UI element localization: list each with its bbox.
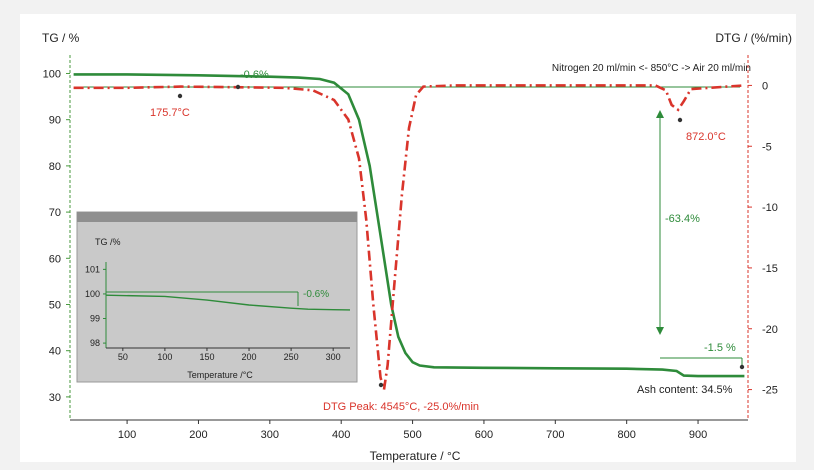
right-axis-title: DTG / (%/min) [715, 31, 792, 45]
right-tick-label: -10 [762, 202, 778, 214]
right-tick-label: -15 [762, 263, 778, 275]
second-peak-marker [677, 117, 683, 123]
conditions-note: Nitrogen 20 ml/min <- 850°C -> Air 20 ml… [552, 63, 751, 74]
inset-y-tick-label: 98 [90, 338, 100, 348]
first-step-label: -0.6% [240, 69, 269, 81]
x-tick-label: 500 [403, 429, 421, 441]
inset-y-tick-label: 100 [85, 289, 100, 299]
right-tick-labels: 0 -5 -10 -15 -20 -25 [748, 80, 778, 397]
left-tick-label: 60 [49, 253, 61, 265]
inset-y-tick-label: 101 [85, 264, 100, 274]
inset-step-label: -0.6% [303, 289, 329, 300]
left-tick-label: 50 [49, 299, 61, 311]
final-mass-marker [739, 364, 745, 370]
dtg-curve [73, 84, 745, 390]
first-step-marker [235, 84, 241, 90]
second-peak-label: 872.0°C [686, 131, 726, 143]
x-tick-labels: 100 200 300 400 500 600 700 800 900 [118, 420, 707, 441]
left-tick-labels: 30 40 50 60 70 80 90 100 [43, 68, 70, 404]
dtg-peak-label: DTG Peak: 4545°C, -25.0%/min [323, 401, 479, 413]
first-peak-marker [177, 93, 183, 99]
right-tick-label: -25 [762, 385, 778, 397]
left-tick-label: 100 [43, 68, 61, 80]
inset-header-bar [77, 212, 357, 222]
left-tick-label: 70 [49, 207, 61, 219]
inset-frame [76, 211, 358, 383]
tg-curve [73, 73, 745, 378]
right-tick-label: 0 [762, 80, 768, 92]
x-axis-title: Temperature / °C [370, 449, 461, 463]
inset-x-tick-label: 300 [326, 352, 341, 362]
left-tick-label: 80 [49, 161, 61, 173]
inset-x-tick-label: 150 [199, 352, 214, 362]
inset-x-title: Temperature /°C [187, 370, 253, 380]
left-tick-label: 40 [49, 346, 61, 358]
inset-tg-curve [105, 294, 351, 311]
first-peak-label: 175.7°C [150, 107, 190, 119]
inset-x-tick-label: 200 [242, 352, 257, 362]
ash-content-label: Ash content: 34.5% [637, 384, 733, 396]
x-tick-label: 800 [617, 429, 635, 441]
inset-y-tick-label: 99 [90, 314, 100, 324]
dtg-peak-marker [378, 382, 384, 388]
x-tick-label: 400 [332, 429, 350, 441]
final-step-label: -1.5 % [704, 342, 736, 354]
inset-y-tick-labels: 98 99 100 101 [85, 264, 106, 348]
inset-x-tick-label: 250 [284, 352, 299, 362]
inset-x-tick-labels: 50 100 150 200 250 300 [118, 348, 341, 362]
left-axis-title: TG / % [42, 31, 80, 45]
right-tick-label: -20 [762, 324, 778, 336]
x-tick-label: 200 [189, 429, 207, 441]
inset-x-tick-label: 100 [157, 352, 172, 362]
inset-y-title: TG /% [95, 237, 121, 247]
x-tick-label: 300 [261, 429, 279, 441]
main-step-label: -63.4% [665, 213, 700, 225]
right-tick-label: -5 [762, 141, 772, 153]
left-tick-label: 90 [49, 115, 61, 127]
left-tick-label: 30 [49, 392, 61, 404]
mass-loss-arrow-bottom [656, 327, 664, 335]
x-tick-label: 100 [118, 429, 136, 441]
inset-x-tick-label: 50 [118, 352, 128, 362]
x-tick-label: 600 [475, 429, 493, 441]
inset-zoom-panel: TG /% Temperature /°C 50 100 150 200 250 300 … [76, 211, 358, 383]
x-tick-label: 700 [546, 429, 564, 441]
mass-loss-arrow-top [656, 110, 664, 118]
x-tick-label: 900 [689, 429, 707, 441]
